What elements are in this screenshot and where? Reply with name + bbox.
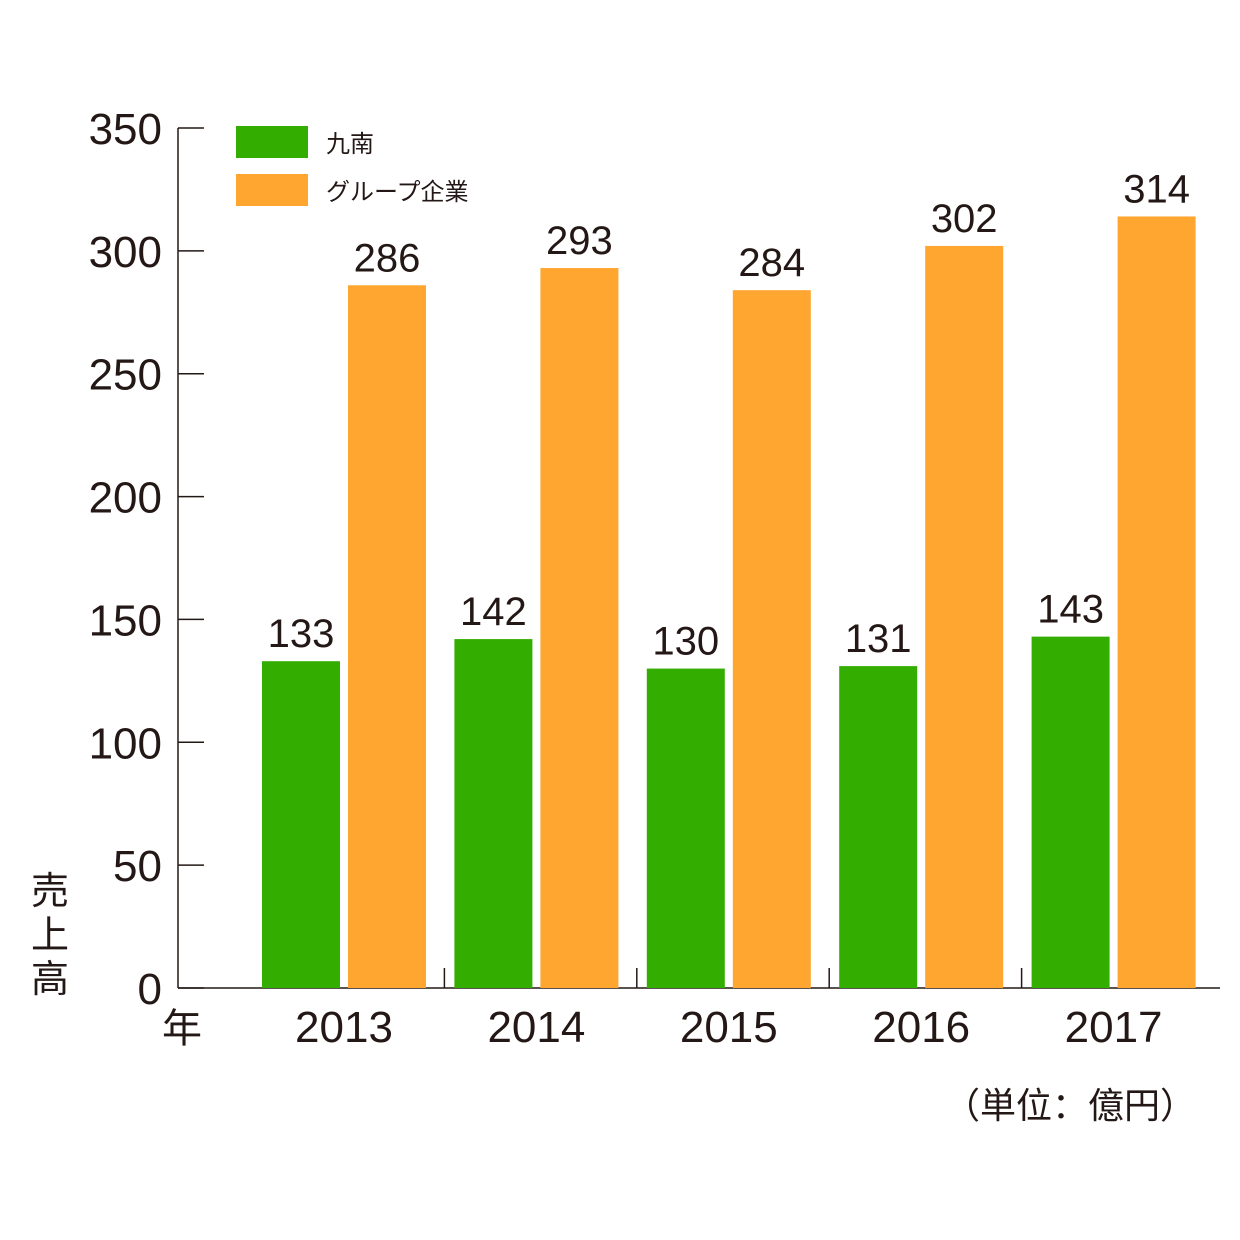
bar-group-2015 <box>732 290 811 989</box>
value-label-kyunan-2017: 143 <box>1037 588 1104 632</box>
y-tick-label: 0 <box>138 965 162 1014</box>
bar-kyunan-2013 <box>262 661 340 988</box>
legend-label-kyunan: 九南 <box>326 130 374 158</box>
y-tick-label: 300 <box>89 228 162 277</box>
bar-group-2016 <box>925 245 1004 988</box>
x-tick-label: 2016 <box>872 1003 970 1052</box>
bar-group-2013 <box>348 285 426 988</box>
y-axis-ticks: 0 50 100 150 200 250 300 350 <box>89 105 204 1014</box>
value-label-kyunan-2013: 133 <box>268 612 335 656</box>
value-label-group-2015: 284 <box>738 241 805 285</box>
value-label-kyunan-2015: 130 <box>652 620 719 664</box>
x-tick-label: 2017 <box>1065 1003 1163 1052</box>
bar-kyunan-2015 <box>646 668 725 988</box>
bar-kyunan-2014 <box>454 639 533 988</box>
value-label-group-2014: 293 <box>546 219 613 263</box>
legend-swatch-kyunan <box>236 126 308 158</box>
y-axis-label: 売上高 <box>31 869 69 1001</box>
value-label-kyunan-2014: 142 <box>460 590 527 634</box>
x-tick-label: 2014 <box>487 1003 585 1052</box>
legend: 九南 グループ企業 <box>236 126 469 206</box>
unit-note: （単位：億円） <box>944 1086 1196 1127</box>
y-tick-label: 200 <box>89 474 162 523</box>
x-tick-label: 2013 <box>295 1003 393 1052</box>
y-tick-label: 50 <box>113 842 162 891</box>
bars <box>262 216 1196 989</box>
x-axis-label: 年 <box>162 1006 202 1052</box>
x-tick-label: 2015 <box>680 1003 778 1052</box>
value-label-group-2013: 286 <box>354 236 421 280</box>
y-tick-label: 150 <box>89 596 162 645</box>
bar-kyunan-2017 <box>1031 636 1110 988</box>
value-label-group-2016: 302 <box>931 197 998 241</box>
x-axis-ticks <box>443 968 1023 988</box>
y-tick-label: 250 <box>89 351 162 400</box>
legend-swatch-group <box>236 174 308 206</box>
category-labels: 2013 2014 2015 2016 2017 <box>295 1003 1162 1052</box>
bar-group-2014 <box>540 268 619 988</box>
y-tick-label: 100 <box>89 719 162 768</box>
y-tick-label: 350 <box>89 105 162 154</box>
bar-kyunan-2016 <box>839 666 918 988</box>
value-labels: 133 286 142 293 130 284 131 302 143 314 <box>268 167 1190 663</box>
bar-group-2017 <box>1117 216 1196 988</box>
value-label-group-2017: 314 <box>1123 167 1190 211</box>
legend-label-group: グループ企業 <box>326 178 469 206</box>
value-label-kyunan-2016: 131 <box>845 617 912 661</box>
